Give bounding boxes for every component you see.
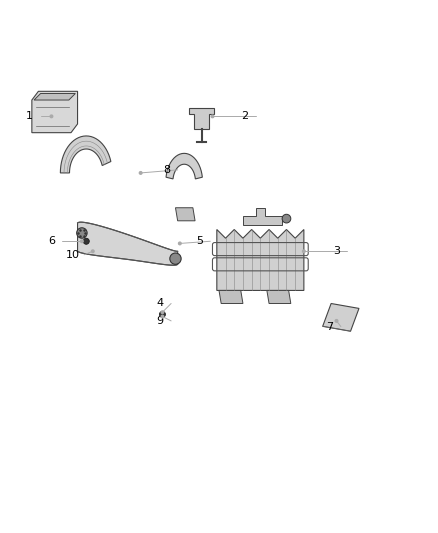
Polygon shape [267,290,291,303]
Circle shape [211,115,214,118]
Text: 9: 9 [157,316,164,326]
Circle shape [179,242,181,245]
Polygon shape [189,108,214,130]
Circle shape [139,172,142,174]
Circle shape [282,214,291,223]
Circle shape [161,315,164,318]
Circle shape [161,311,164,313]
Circle shape [159,311,166,318]
Text: 1: 1 [26,111,33,122]
Polygon shape [176,208,195,221]
Text: 4: 4 [157,298,164,309]
Polygon shape [32,91,78,133]
Circle shape [92,250,94,253]
Circle shape [50,115,53,118]
Polygon shape [34,93,75,100]
Text: 7: 7 [326,321,334,332]
Text: 3: 3 [333,246,340,256]
Circle shape [170,253,181,264]
Text: 5: 5 [196,236,203,246]
Text: 2: 2 [241,111,249,122]
Polygon shape [78,222,178,265]
Circle shape [81,240,83,243]
Text: 6: 6 [48,236,55,246]
Circle shape [335,320,338,322]
Text: 8: 8 [163,165,170,175]
Polygon shape [243,208,282,225]
Polygon shape [219,290,243,303]
Polygon shape [217,230,304,290]
Circle shape [303,250,305,253]
Polygon shape [60,136,111,173]
Text: 10: 10 [66,250,80,260]
Polygon shape [166,154,202,179]
Circle shape [77,228,87,238]
Polygon shape [323,303,359,331]
Circle shape [83,238,89,244]
